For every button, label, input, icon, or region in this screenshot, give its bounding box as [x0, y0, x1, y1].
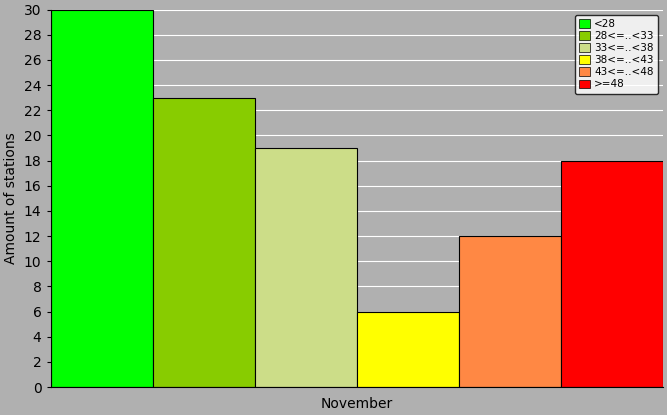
Bar	[459, 236, 561, 387]
Y-axis label: Amount of stations: Amount of stations	[4, 132, 18, 264]
Bar	[357, 312, 459, 387]
Bar	[255, 148, 357, 387]
Bar	[153, 98, 255, 387]
Legend: <28, 28<=..<33, 33<=..<38, 38<=..<43, 43<=..<48, >=48: <28, 28<=..<33, 33<=..<38, 38<=..<43, 43…	[575, 15, 658, 94]
Bar	[561, 161, 663, 387]
Bar	[51, 10, 153, 387]
